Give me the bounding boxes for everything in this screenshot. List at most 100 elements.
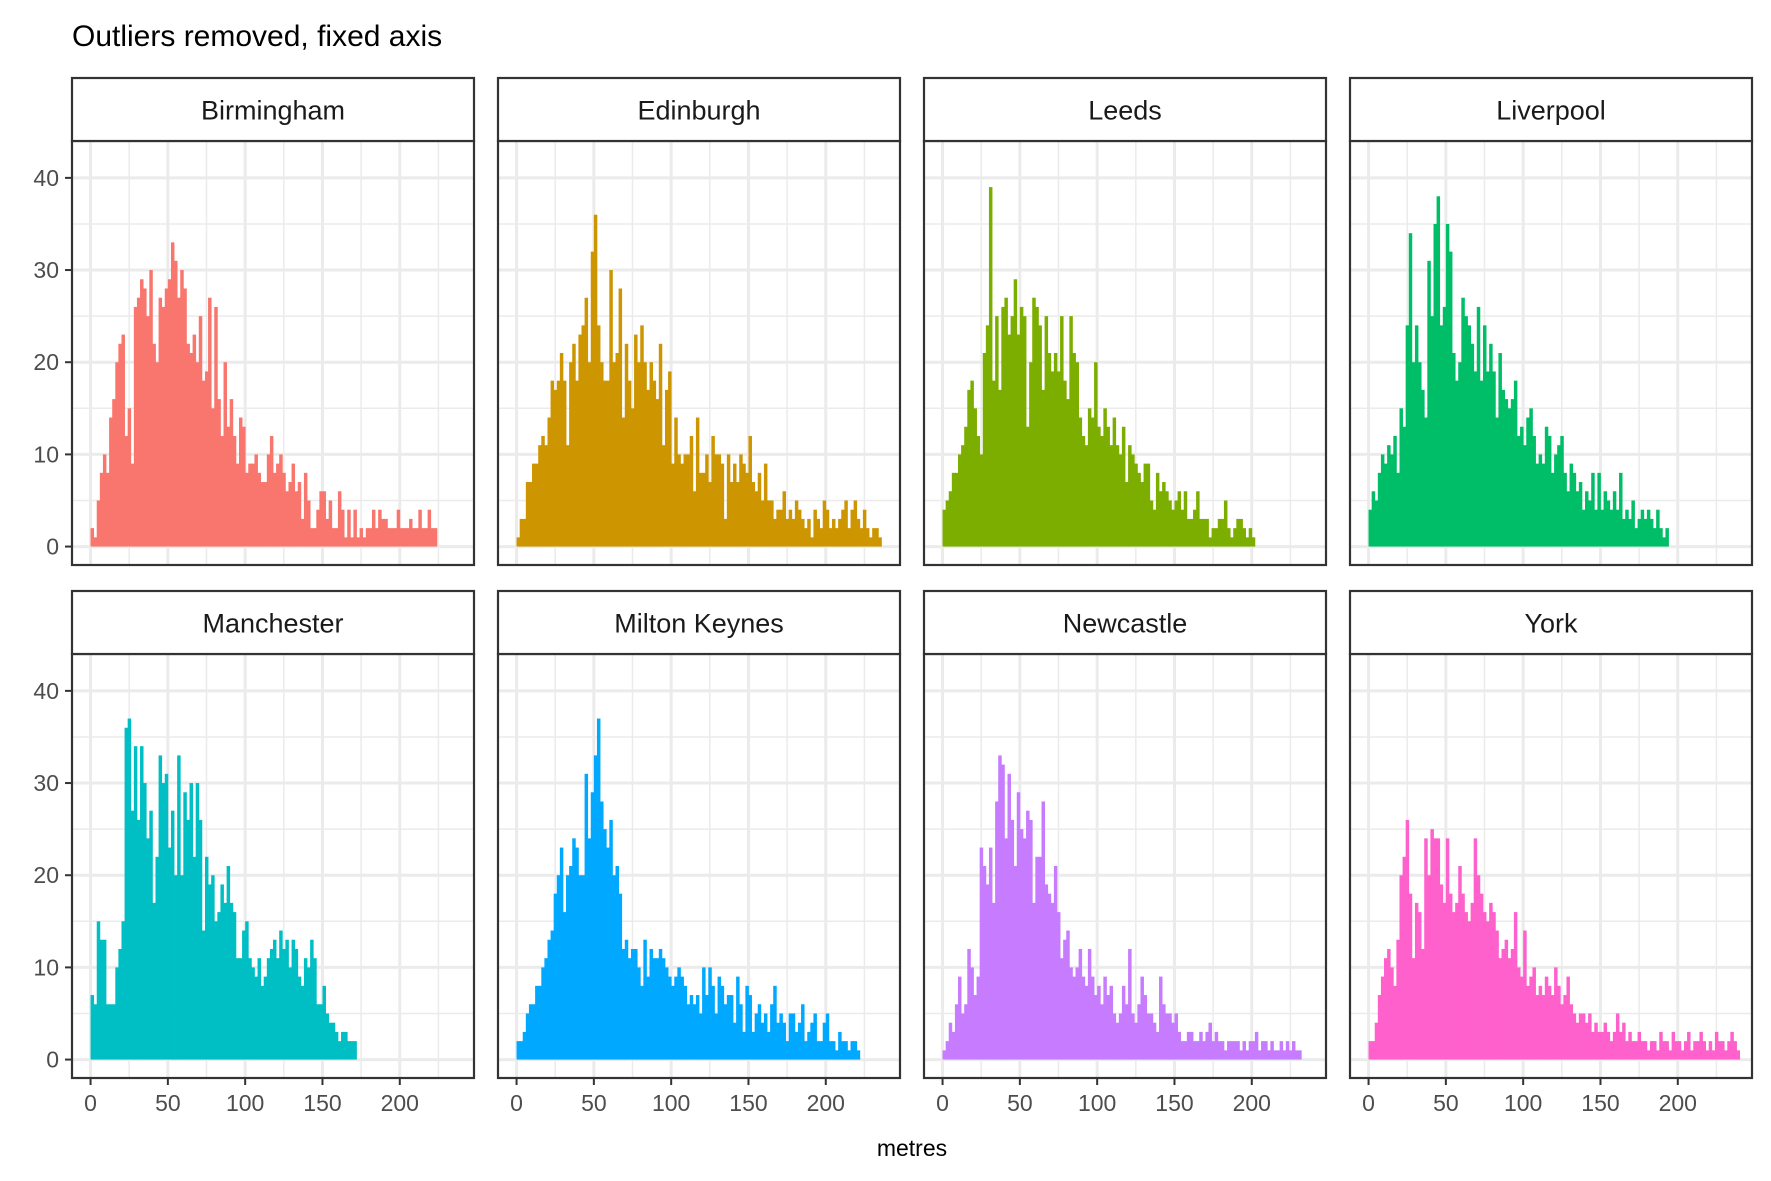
x-tick-label: 200 [1659, 1090, 1697, 1116]
histogram-bar [801, 1004, 804, 1059]
histogram-bar [125, 728, 128, 1060]
histogram-bar [1532, 436, 1535, 547]
histogram-bar [267, 958, 270, 1059]
histogram-bar [1372, 1041, 1375, 1059]
histogram-bar [1706, 1050, 1709, 1059]
histogram-bar [1644, 1041, 1647, 1059]
x-tick-label: 0 [1362, 1090, 1375, 1116]
histogram-bar [612, 362, 615, 546]
histogram-bar [1471, 344, 1474, 547]
histogram-bar [121, 921, 124, 1059]
histogram-bar [1233, 528, 1236, 546]
histogram-bar [1264, 1041, 1267, 1059]
histogram-bar [1162, 482, 1165, 547]
histogram-bar [711, 436, 714, 547]
facet-manchester: Manchester0102030400 50 100 150 200 [33, 591, 474, 1116]
histogram-bar [838, 519, 841, 547]
histogram-bar [952, 1032, 955, 1060]
histogram-bar [1634, 528, 1637, 546]
histogram-bar [1625, 1041, 1628, 1059]
histogram-bar [1526, 418, 1529, 547]
histogram-bar [1508, 408, 1511, 546]
histogram-bar [1684, 1041, 1687, 1059]
histogram-bar [1137, 1004, 1140, 1059]
histogram-bar [279, 931, 282, 1060]
histogram-bar [1252, 1041, 1255, 1059]
histogram-bar [196, 783, 199, 1060]
histogram-bar [699, 473, 702, 547]
histogram-bar [810, 1023, 813, 1060]
histogram-bar [622, 949, 625, 1060]
histogram-bar [1678, 1041, 1681, 1059]
histogram-bar [677, 967, 680, 1059]
histogram-bar [242, 427, 245, 547]
histogram-bar [1100, 436, 1103, 547]
histogram-bar [628, 958, 631, 1059]
histogram-bar [1653, 528, 1656, 546]
histogram-bar [208, 884, 211, 1059]
histogram-bar [770, 500, 773, 546]
histogram-bar [1372, 491, 1375, 546]
histogram-bar [1446, 224, 1449, 547]
histogram-bar [1007, 335, 1010, 547]
histogram-bar [523, 519, 526, 547]
histogram-bar [1196, 1041, 1199, 1059]
histogram-bar [329, 1023, 332, 1060]
x-tick-label: 50 [1433, 1090, 1459, 1116]
histogram-bar [230, 399, 233, 546]
histogram-bar [1517, 436, 1520, 547]
histogram-bar [517, 1041, 520, 1059]
histogram-bar [662, 445, 665, 546]
histogram-bar [1607, 1032, 1610, 1060]
histogram-bar [369, 528, 372, 546]
histogram-bar [1165, 491, 1168, 546]
histogram-bar [1001, 765, 1004, 1060]
histogram-bar [353, 510, 356, 547]
histogram-bar [1669, 1050, 1672, 1059]
histogram-bar [1468, 325, 1471, 546]
histogram-bar [1171, 510, 1174, 547]
histogram-bar [832, 1041, 835, 1059]
histogram-bar [1427, 261, 1430, 547]
histogram-bar [1091, 977, 1094, 1060]
histogram-bar [186, 344, 189, 547]
y-tick-label: 0 [46, 1047, 59, 1073]
histogram-bar [823, 1023, 826, 1060]
histogram-bar [326, 519, 329, 547]
histogram-bar [653, 958, 656, 1059]
histogram-bar [304, 473, 307, 547]
histogram-bar [656, 958, 659, 1059]
histogram-bar [1119, 454, 1122, 546]
histogram-bar [131, 811, 134, 1060]
histogram-bar [1514, 912, 1517, 1059]
histogram-bar [1165, 1013, 1168, 1059]
histogram-bar [1641, 510, 1644, 547]
histogram-bar [391, 528, 394, 546]
histogram-bar [1178, 1032, 1181, 1060]
histogram-bar [1650, 1041, 1653, 1059]
histogram-bar [143, 783, 146, 1060]
y-tick-label: 10 [33, 441, 59, 467]
histogram-bar [1647, 510, 1650, 547]
histogram-bar [1727, 1041, 1730, 1059]
histogram-bar [1113, 1013, 1116, 1059]
histogram-bar [1594, 1023, 1597, 1060]
histogram-bar [162, 783, 165, 1060]
histogram-bar [1023, 316, 1026, 546]
histogram-bar [134, 307, 137, 547]
histogram-bar [1449, 252, 1452, 547]
histogram-bar [1498, 958, 1501, 1059]
histogram-bar [270, 949, 273, 1060]
histogram-bar [1267, 1050, 1270, 1059]
histogram-bar [1007, 774, 1010, 1060]
histogram-bar [640, 986, 643, 1060]
histogram-bar [103, 454, 106, 546]
histogram-bar [1091, 418, 1094, 547]
histogram-bar [1579, 482, 1582, 547]
histogram-bar [955, 473, 958, 547]
histogram-bar [1057, 371, 1060, 546]
histogram-bar [220, 436, 223, 547]
histogram-bar [242, 931, 245, 1060]
histogram-bar [1094, 362, 1097, 546]
histogram-bar [1597, 473, 1600, 547]
